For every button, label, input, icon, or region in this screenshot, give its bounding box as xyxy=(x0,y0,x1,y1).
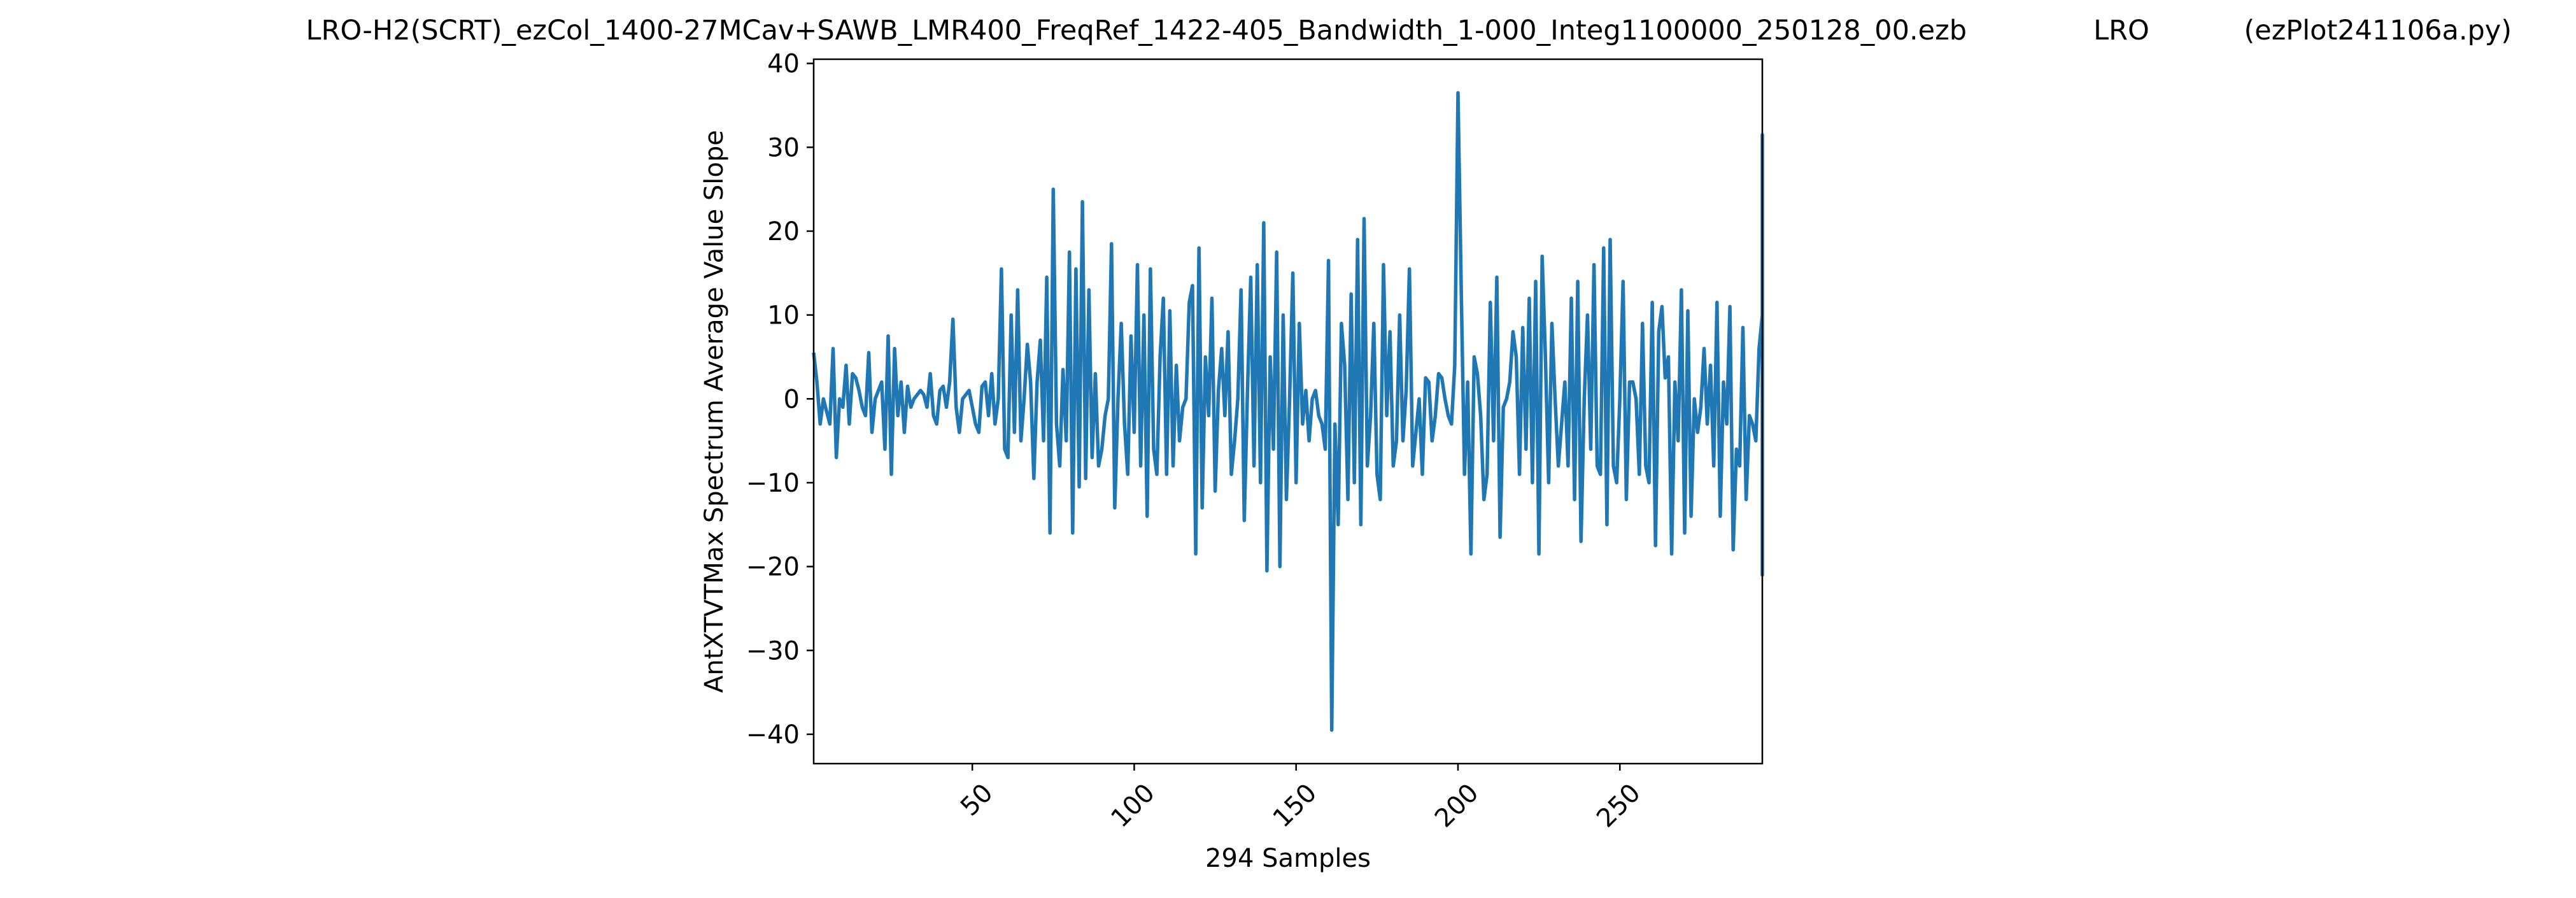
y-tick-label: 10 xyxy=(767,301,800,331)
x-axis-label: 294 Samples xyxy=(1205,844,1371,873)
y-tick-label: 40 xyxy=(767,50,800,79)
plot-area xyxy=(812,90,1764,732)
y-tick-label: −10 xyxy=(746,469,800,498)
y-tick-label: 20 xyxy=(767,217,800,246)
series-line xyxy=(812,90,1764,732)
y-tick-label: 0 xyxy=(784,385,800,414)
title-center: LRO xyxy=(2093,15,2149,46)
title-right: (ezPlot241106a.py) xyxy=(2244,15,2512,46)
y-axis-label: AntXTVTMax Spectrum Average Value Slope xyxy=(700,130,729,693)
y-tick-label: 30 xyxy=(767,133,800,162)
y-ticks: −40 −30 −20 −10 0 10 20 30 40 xyxy=(746,50,814,750)
y-tick-label: −20 xyxy=(746,553,800,582)
y-tick-label: −40 xyxy=(746,720,800,750)
y-tick-label: −30 xyxy=(746,636,800,666)
axes-frame xyxy=(812,58,1764,765)
title-left: LRO-H2(SCRT)_ezCol_1400-27MCav+SAWB_LMR4… xyxy=(306,15,1967,46)
